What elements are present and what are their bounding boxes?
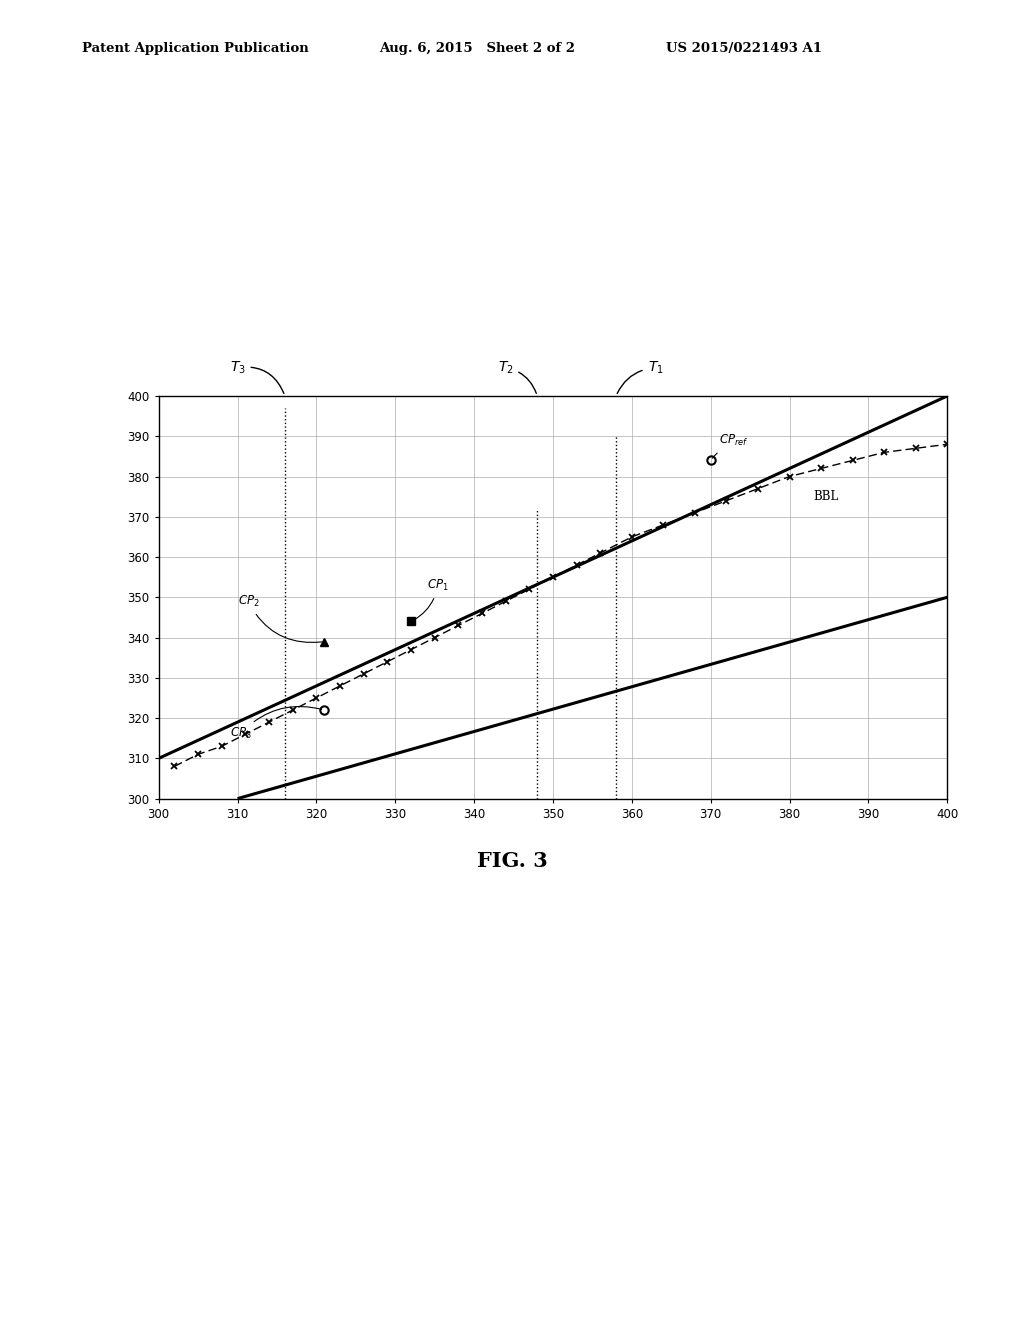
Text: $T_2$: $T_2$ (498, 359, 537, 393)
Text: BBL: BBL (813, 490, 839, 503)
Text: $CP_1$: $CP_1$ (414, 578, 449, 620)
Text: US 2015/0221493 A1: US 2015/0221493 A1 (666, 42, 821, 55)
Text: Aug. 6, 2015   Sheet 2 of 2: Aug. 6, 2015 Sheet 2 of 2 (379, 42, 574, 55)
Text: FIG. 3: FIG. 3 (476, 851, 548, 871)
Text: $T_1$: $T_1$ (617, 359, 664, 393)
Text: $CP_2$: $CP_2$ (238, 594, 322, 643)
Text: Patent Application Publication: Patent Application Publication (82, 42, 308, 55)
Text: $CP_3$: $CP_3$ (229, 706, 322, 742)
Text: $CP_{ref}$: $CP_{ref}$ (713, 433, 749, 458)
Text: $T_3$: $T_3$ (229, 359, 284, 393)
